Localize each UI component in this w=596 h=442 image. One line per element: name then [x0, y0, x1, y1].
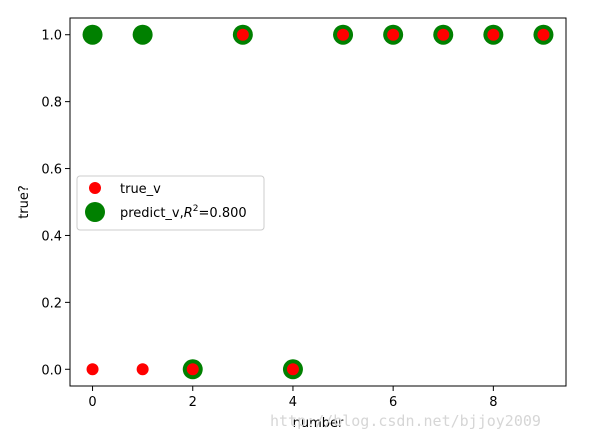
x-axis-ticks: 0 2 4 6 8	[88, 386, 497, 410]
y-tick-label: 0.4	[41, 229, 62, 244]
point-true-v	[387, 28, 400, 41]
legend-box	[76, 175, 265, 231]
y-tick-label: 0.6	[41, 163, 62, 178]
legend-label-predict-v: predict_v,R2=0.800	[120, 204, 247, 221]
x-axis-label: number	[293, 416, 344, 431]
point-true-v	[537, 28, 550, 41]
x-tick-label: 6	[389, 395, 397, 410]
x-tick-label: 4	[289, 395, 297, 410]
point-predict-v	[132, 24, 153, 45]
point-true-v	[437, 28, 450, 41]
y-axis-label: true?	[17, 185, 32, 219]
data-points	[82, 24, 554, 380]
watermark: http://blog.csdn.net/bjjoy2009	[270, 412, 541, 430]
point-true-v	[487, 28, 500, 41]
y-tick-label: 1.0	[41, 29, 62, 44]
y-axis-ticks: 0.0 0.2 0.4 0.6 0.8 1.0	[41, 29, 70, 378]
legend: true_v predict_v,R2=0.800	[76, 175, 265, 231]
point-true-v	[86, 363, 99, 376]
point-true-v	[186, 363, 199, 376]
x-tick-label: 2	[189, 395, 197, 410]
y-tick-label: 0.2	[41, 296, 62, 311]
point-true-v	[136, 363, 149, 376]
legend-label-true-v: true_v	[120, 182, 161, 197]
legend-marker-true-v	[89, 182, 101, 194]
y-tick-label: 0.0	[41, 363, 62, 378]
x-tick-label: 8	[489, 395, 497, 410]
point-true-v	[236, 28, 249, 41]
point-predict-v	[82, 24, 103, 45]
point-true-v	[286, 363, 299, 376]
point-true-v	[337, 28, 350, 41]
plot-frame	[69, 17, 567, 387]
x-tick-label: 0	[88, 395, 96, 410]
legend-marker-predict-v	[85, 202, 105, 222]
y-tick-label: 0.8	[41, 96, 62, 111]
